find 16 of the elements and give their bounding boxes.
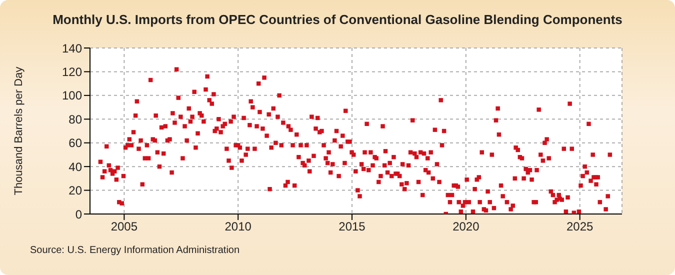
y-tick-label: 40 xyxy=(68,160,82,174)
source-note: Source: U.S. Energy Information Administration xyxy=(30,245,240,256)
y-tick-label: 120 xyxy=(62,64,82,79)
y-tick-label: 60 xyxy=(68,136,82,150)
y-tick-label: 100 xyxy=(62,88,82,103)
y-axis-title: Thousand Barrels per Day xyxy=(12,66,25,196)
x-tick-label: 2025 xyxy=(566,220,594,234)
x-tick-label: 2010 xyxy=(224,220,252,234)
y-tick-label: 80 xyxy=(68,112,82,126)
y-tick-label: 20 xyxy=(68,184,82,198)
x-tick-label: 2015 xyxy=(338,220,366,234)
x-tick-label: 2005 xyxy=(110,220,138,234)
chart-title: Monthly U.S. Imports from OPEC Countries of Conventional Gasoline Blending Components xyxy=(52,12,624,27)
x-tick-label: 2020 xyxy=(452,220,480,234)
y-tick-label: 0 xyxy=(75,207,82,222)
y-tick-label: 140 xyxy=(62,41,82,56)
